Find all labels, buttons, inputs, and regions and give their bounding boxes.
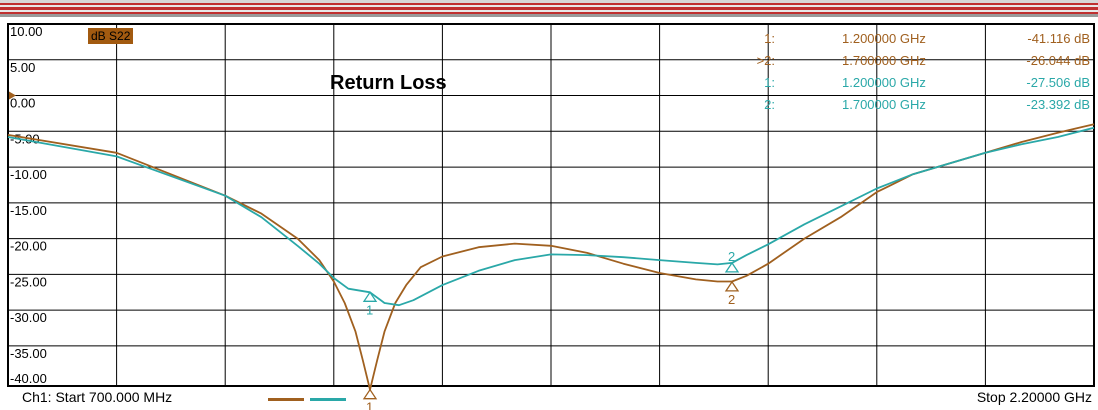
parameter-label: dB S22 [88,28,134,44]
legend-swatch-trace-2 [310,398,346,401]
marker-table-frequency: 1.700000 GHz [842,53,926,68]
y-tick-label: -40.00 [10,371,47,386]
y-tick-label: 5.00 [10,60,35,75]
trace-1-line [7,123,1095,391]
marker-1-trace-1 [362,388,378,400]
y-tick-label: -35.00 [10,346,47,361]
marker-table-frequency: 1.700000 GHz [842,97,926,112]
y-tick-label: 0.00 [10,96,35,111]
y-tick-label: -20.00 [10,239,47,254]
start-frequency-label: Ch1: Start 700.000 MHz [22,389,173,405]
y-tick-label: -15.00 [10,203,47,218]
marker-table-value: -23.392 dB [1026,97,1090,112]
legend-swatch-trace-1 [268,398,304,401]
y-tick-label: 10.00 [10,24,43,39]
marker-table-value: -27.506 dB [1026,75,1090,90]
stop-frequency-label: Stop 2.20000 GHz [976,389,1092,405]
marker-2-trace-2 [724,261,740,273]
trace-2-line [7,126,1095,307]
marker-table-number: 2: [764,97,775,112]
y-tick-label: -5.00 [10,131,40,146]
marker-table-frequency: 1.200000 GHz [842,31,926,46]
marker-table-number: >2: [757,53,775,68]
window-top-bar [0,0,1098,22]
marker-2-trace-1 [724,280,740,292]
marker-1-trace-2 [362,291,378,302]
marker-label: 2 [728,249,735,264]
marker-label: 1 [366,400,373,410]
y-tick-label: -25.00 [10,274,47,289]
marker-table-frequency: 1.200000 GHz [842,75,926,90]
marker-table-number: 1: [764,31,775,46]
y-tick-label: -10.00 [10,167,47,182]
reference-level-arrow [9,91,16,100]
marker-table-number: 1: [764,75,775,90]
marker-table-value: -41.116 dB [1027,31,1090,46]
marker-label: 2 [728,292,735,307]
y-tick-label: -30.00 [10,310,47,325]
marker-label: 1 [366,302,373,317]
chart-title: Return Loss [330,72,447,94]
marker-table-value: -26.044 dB [1026,53,1090,68]
